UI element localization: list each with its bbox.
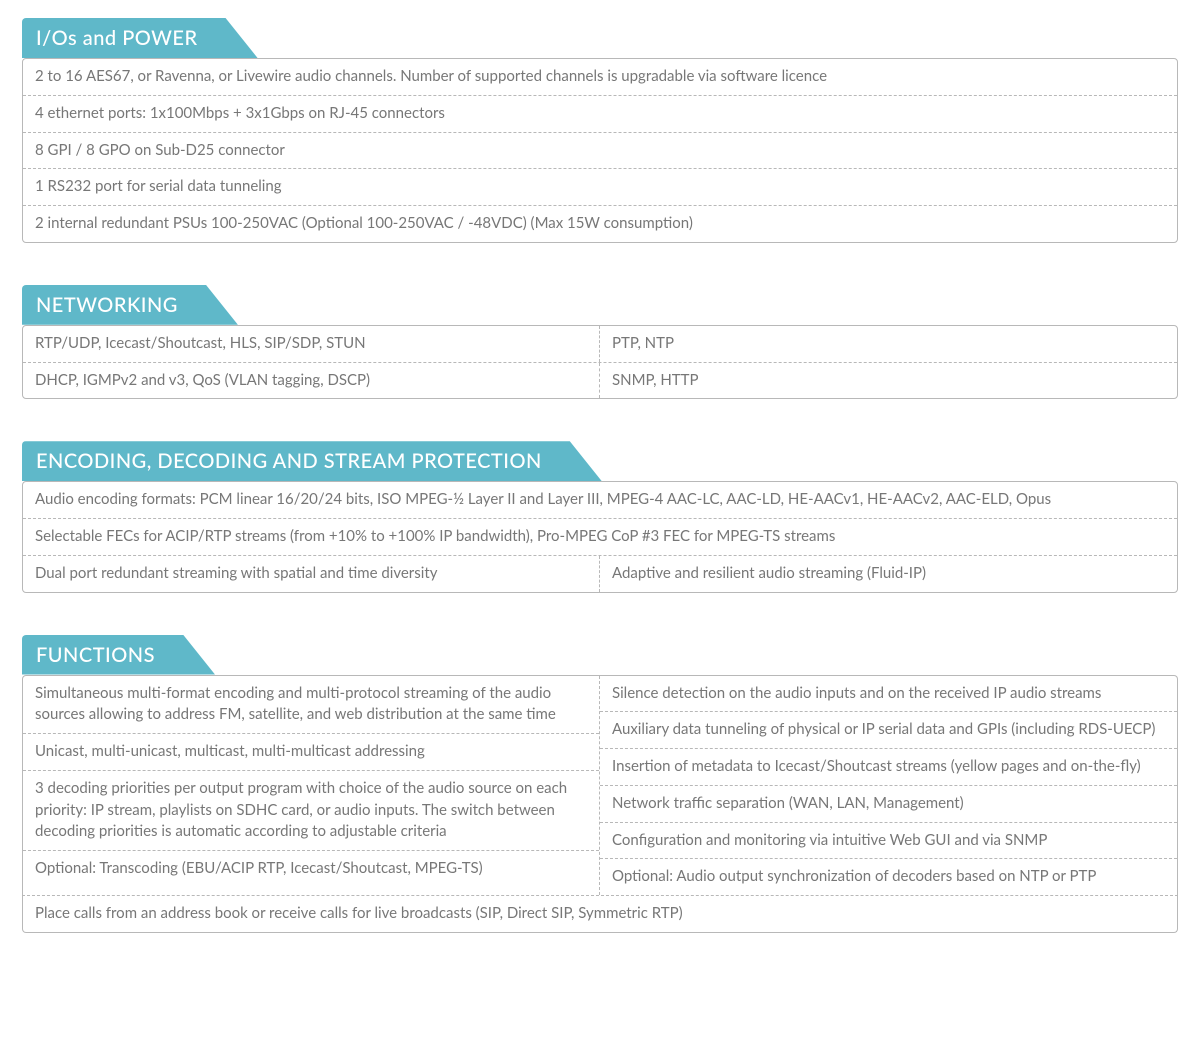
section-header: FUNCTIONS bbox=[22, 635, 215, 675]
spec-cell: 1 RS232 port for serial data tunneling bbox=[23, 169, 1177, 205]
section-networking: NETWORKING RTP/UDP, Icecast/Shoutcast, H… bbox=[22, 285, 1178, 400]
spec-cell: Simultaneous multi-format encoding and m… bbox=[23, 676, 599, 735]
spec-cell: 3 decoding priorities per output program… bbox=[23, 771, 599, 851]
spec-cell: 2 to 16 AES67, or Ravenna, or Livewire a… bbox=[23, 59, 1177, 95]
spec-cell: Adaptive and resilient audio streaming (… bbox=[600, 556, 1177, 592]
spec-cell: Dual port redundant streaming with spati… bbox=[23, 556, 600, 592]
section-functions: FUNCTIONS Simultaneous multi-format enco… bbox=[22, 635, 1178, 933]
spec-cell: Network traffic separation (WAN, LAN, Ma… bbox=[600, 786, 1177, 823]
section-header: NETWORKING bbox=[22, 285, 238, 325]
spec-cell: Optional: Audio output synchronization o… bbox=[600, 859, 1177, 895]
right-column: Silence detection on the audio inputs an… bbox=[600, 676, 1177, 896]
spec-cell: PTP, NTP bbox=[600, 326, 1177, 362]
spec-table: Audio encoding formats: PCM linear 16/20… bbox=[22, 481, 1178, 592]
spec-cell: Configuration and monitoring via intuiti… bbox=[600, 823, 1177, 860]
spec-cell: Audio encoding formats: PCM linear 16/20… bbox=[23, 482, 1177, 518]
left-column: Simultaneous multi-format encoding and m… bbox=[23, 676, 600, 896]
section-encoding: ENCODING, DECODING AND STREAM PROTECTION… bbox=[22, 441, 1178, 592]
spec-cell: Optional: Transcoding (EBU/ACIP RTP, Ice… bbox=[23, 851, 599, 887]
spec-cell: 4 ethernet ports: 1x100Mbps + 3x1Gbps on… bbox=[23, 96, 1177, 132]
section-header: ENCODING, DECODING AND STREAM PROTECTION bbox=[22, 441, 602, 481]
spec-cell: Silence detection on the audio inputs an… bbox=[600, 676, 1177, 713]
spec-cell: Auxiliary data tunneling of physical or … bbox=[600, 712, 1177, 749]
spec-cell: RTP/UDP, Icecast/Shoutcast, HLS, SIP/SDP… bbox=[23, 326, 600, 362]
spec-cell: Selectable FECs for ACIP/RTP streams (fr… bbox=[23, 519, 1177, 555]
spec-table: RTP/UDP, Icecast/Shoutcast, HLS, SIP/SDP… bbox=[22, 325, 1178, 400]
spec-cell: Insertion of metadata to Icecast/Shoutca… bbox=[600, 749, 1177, 786]
spec-cell: 8 GPI / 8 GPO on Sub-D25 connector bbox=[23, 133, 1177, 169]
section-header: I/Os and POWER bbox=[22, 18, 258, 58]
section-ios-power: I/Os and POWER 2 to 16 AES67, or Ravenna… bbox=[22, 18, 1178, 243]
spec-cell: SNMP, HTTP bbox=[600, 363, 1177, 399]
spec-cell: Place calls from an address book or rece… bbox=[22, 896, 1178, 933]
spec-cell: 2 internal redundant PSUs 100-250VAC (Op… bbox=[23, 206, 1177, 242]
spec-table: Simultaneous multi-format encoding and m… bbox=[22, 675, 1178, 897]
spec-table: 2 to 16 AES67, or Ravenna, or Livewire a… bbox=[22, 58, 1178, 243]
spec-cell: DHCP, IGMPv2 and v3, QoS (VLAN tagging, … bbox=[23, 363, 600, 399]
spec-cell: Unicast, multi-unicast, multicast, multi… bbox=[23, 734, 599, 771]
